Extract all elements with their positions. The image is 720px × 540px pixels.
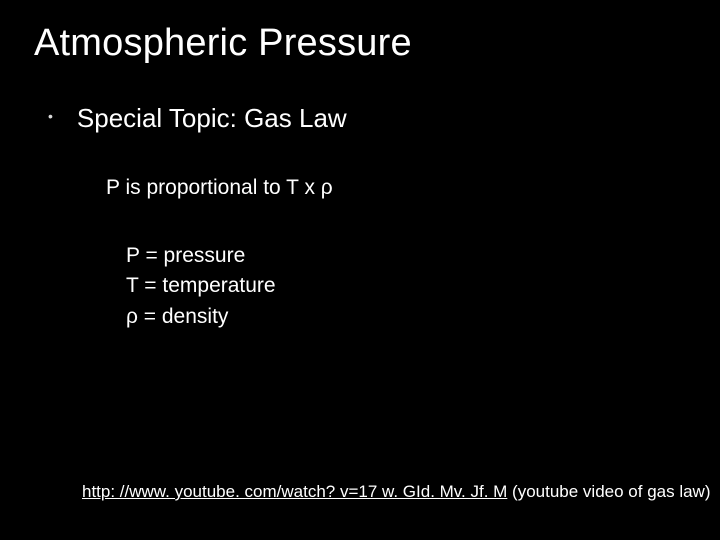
- link-note: (youtube video of gas law): [507, 482, 710, 501]
- definition-pressure: P = pressure: [126, 242, 686, 270]
- proportional-statement: P is proportional to T x ρ: [106, 176, 686, 200]
- bullet-icon: •: [48, 109, 53, 123]
- youtube-link[interactable]: http: //www. youtube. com/watch? v=17 w.…: [82, 482, 507, 501]
- definition-density: ρ = density: [126, 303, 686, 331]
- definitions-block: P = pressure T = temperature ρ = density: [126, 242, 686, 331]
- slide-title: Atmospheric Pressure: [34, 22, 686, 65]
- presentation-slide: Atmospheric Pressure • Special Topic: Ga…: [0, 0, 720, 540]
- definition-temperature: T = temperature: [126, 272, 686, 300]
- subtitle-row: • Special Topic: Gas Law: [48, 103, 686, 134]
- reference-link-line: http: //www. youtube. com/watch? v=17 w.…: [82, 482, 711, 502]
- slide-subtitle: Special Topic: Gas Law: [77, 103, 347, 134]
